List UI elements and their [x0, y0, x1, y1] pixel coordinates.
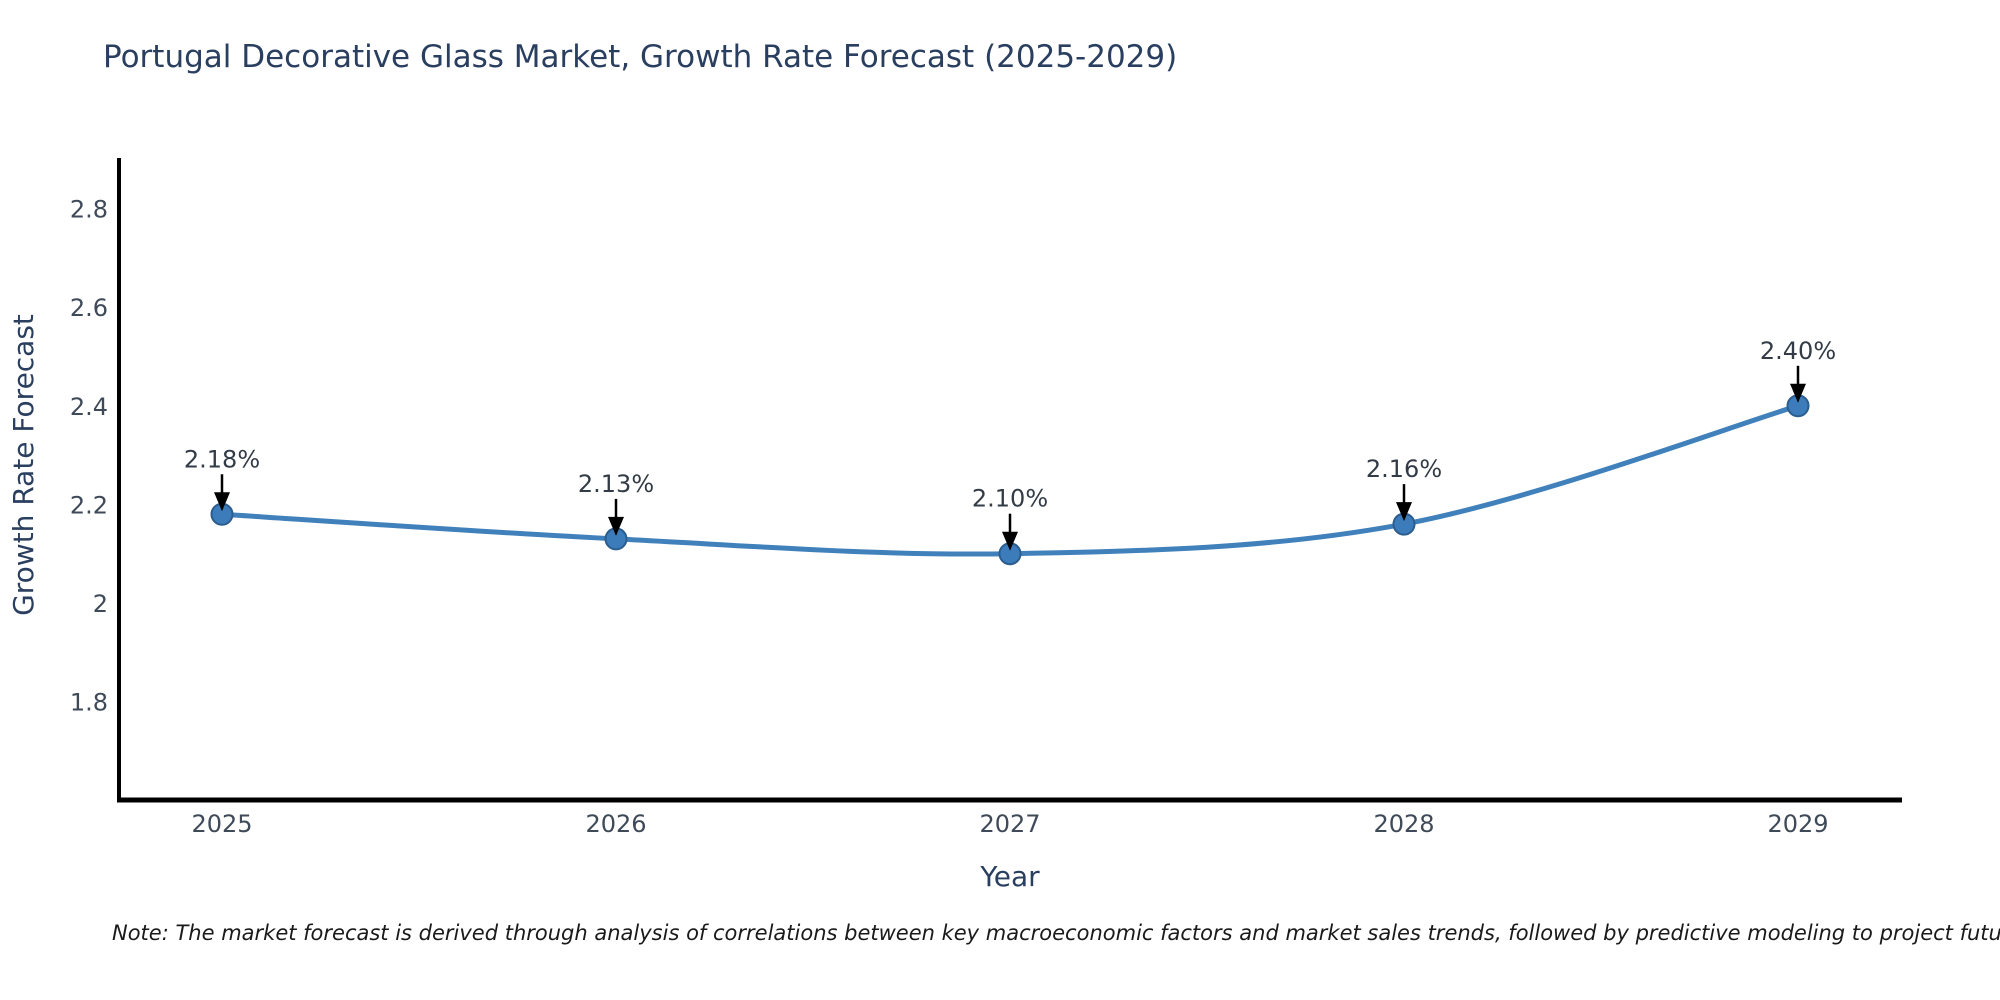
annotation-arrowhead [608, 516, 624, 536]
chart-title: Portugal Decorative Glass Market, Growth… [103, 39, 1178, 75]
y-axis-title: Growth Rate Forecast [7, 314, 40, 616]
x-tick-label: 2028 [1373, 810, 1434, 838]
annotation-arrowhead [214, 492, 230, 512]
annotation-group: 2.18% 2.13% 2.10% 2.16% 2.40% [184, 337, 1836, 551]
annotation-arrowhead [1396, 502, 1412, 522]
tick-group: 2.8 2.6 2.4 2.2 2 1.8 2025 2026 2027 2028 2029 [70, 196, 1829, 838]
annotation-label: 2.10% [972, 485, 1048, 513]
annotation-arrowhead [1002, 531, 1018, 551]
x-tick-label: 2025 [191, 810, 252, 838]
y-tick-label: 2.8 [70, 196, 108, 224]
annotation-label: 2.13% [578, 470, 654, 498]
y-tick-label: 1.8 [70, 689, 108, 717]
annotation-label: 2.18% [184, 445, 260, 473]
x-axis-title: Year [979, 860, 1040, 893]
annotation-label: 2.16% [1366, 455, 1442, 483]
y-tick-label: 2 [93, 590, 108, 618]
x-tick-label: 2029 [1767, 810, 1828, 838]
series-group [210, 394, 1810, 566]
annotation-label: 2.40% [1760, 337, 1836, 365]
x-tick-label: 2027 [979, 810, 1040, 838]
y-tick-label: 2.2 [70, 491, 108, 519]
y-tick-label: 2.6 [70, 294, 108, 322]
annotation-arrowhead [1790, 383, 1806, 403]
y-tick-label: 2.4 [70, 393, 108, 421]
footnote: Note: The market forecast is derived thr… [112, 921, 2000, 945]
x-tick-label: 2026 [585, 810, 646, 838]
